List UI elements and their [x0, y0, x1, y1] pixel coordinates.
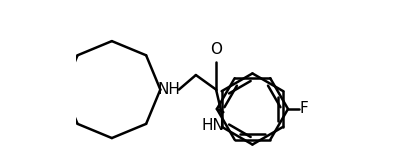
Text: NH: NH [158, 82, 181, 97]
Text: O: O [210, 42, 222, 57]
Text: HN: HN [201, 118, 224, 133]
Text: F: F [300, 102, 308, 117]
